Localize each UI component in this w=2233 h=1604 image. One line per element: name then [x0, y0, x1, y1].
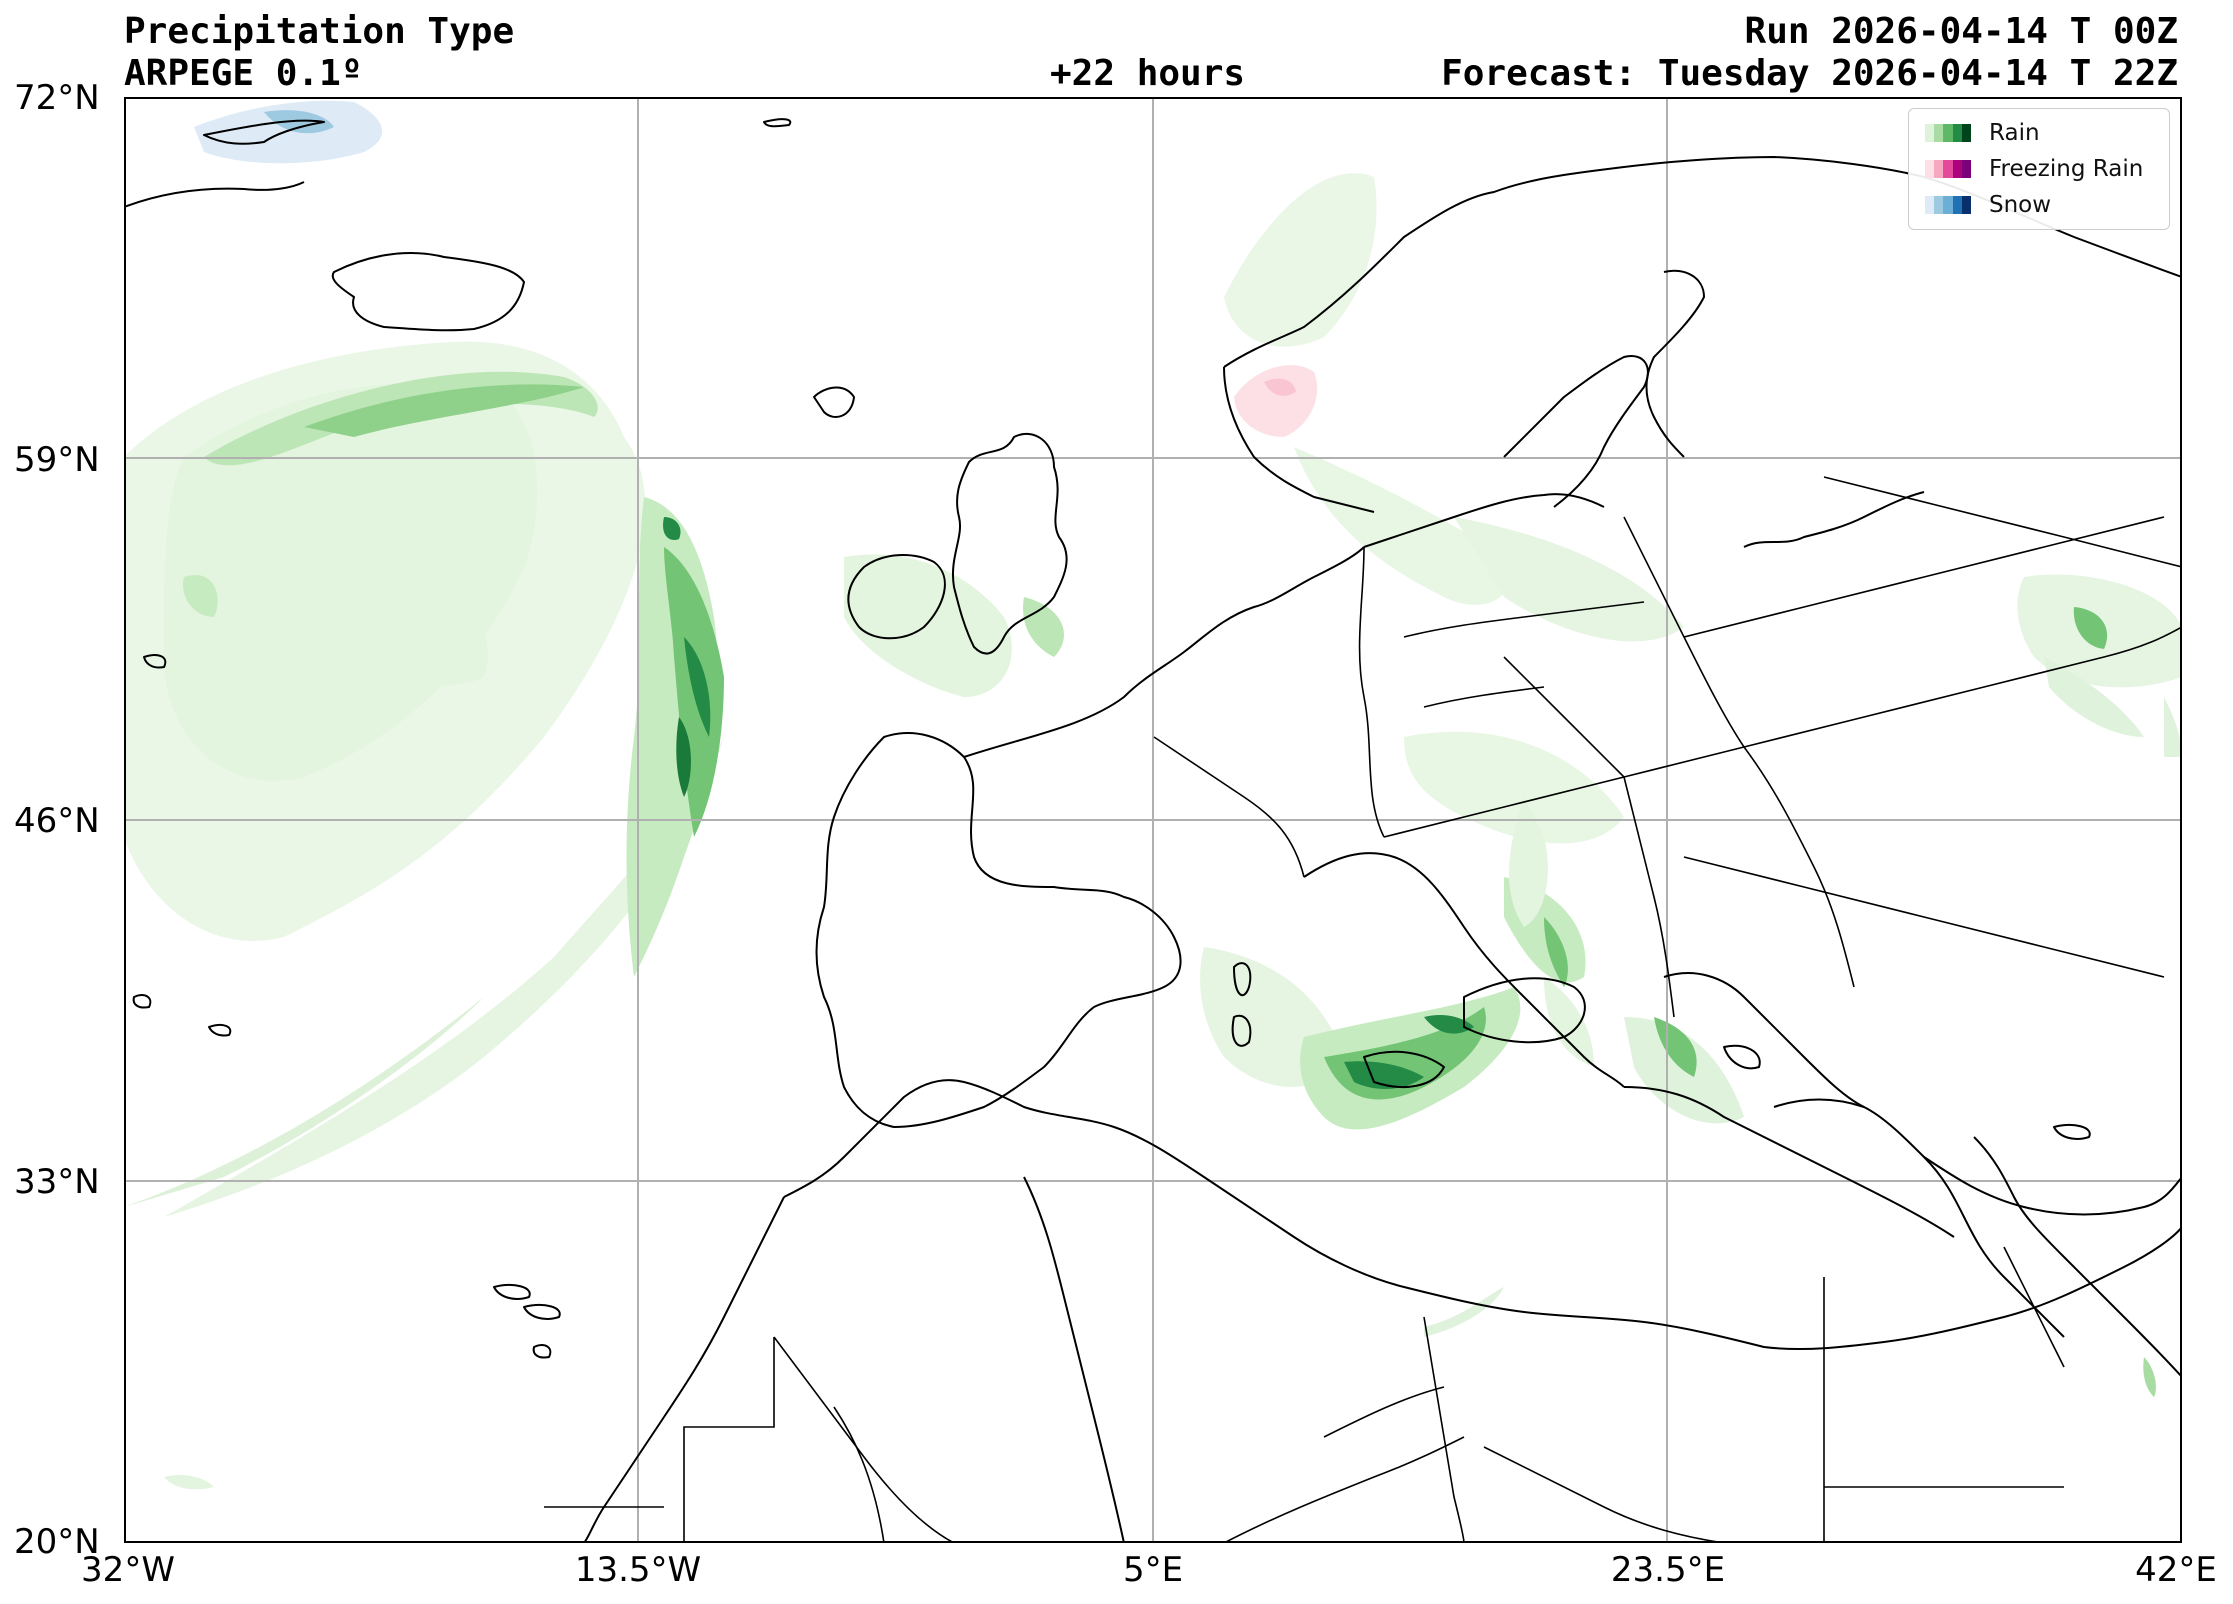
- run-time: Run 2026-04-14 T 00Z: [1744, 11, 2178, 52]
- country-borders: [544, 476, 2182, 1543]
- lon-label-32w: 32°W: [81, 1550, 175, 1590]
- map-frame: [124, 97, 2182, 1543]
- lat-label-72n: 72°N: [14, 78, 100, 118]
- freezing-rain-swatch: [1925, 160, 1972, 178]
- forecast-time: Forecast: Tuesday 2026-04-14 T 22Z: [1441, 53, 2178, 94]
- rain-field: [124, 173, 2182, 1490]
- lat-label-33n: 33°N: [14, 1162, 100, 1202]
- legend-rain: Rain: [1925, 120, 2040, 146]
- rain-swatch-step-2: [1943, 124, 1953, 142]
- snow-swatch: [1925, 196, 1972, 214]
- legend-freezing-rain-label: Freezing Rain: [1989, 156, 2144, 182]
- legend: Rain Freezing Rain Snow: [1908, 108, 2170, 230]
- legend-rain-label: Rain: [1989, 120, 2040, 146]
- lat-label-46n: 46°N: [14, 801, 100, 841]
- freezing-rain-swatch-step-4: [1961, 160, 1972, 178]
- snow-swatch-step-3: [1952, 196, 1962, 214]
- rain-swatch-step-0: [1925, 124, 1935, 142]
- freezing-rain-swatch-step-0: [1925, 160, 1935, 178]
- rain-swatch-step-1: [1934, 124, 1944, 142]
- snow-swatch-step-2: [1943, 196, 1953, 214]
- lon-label-5e: 5°E: [1122, 1550, 1184, 1590]
- map-title: Precipitation Type: [124, 11, 515, 52]
- legend-snow: Snow: [1925, 192, 2052, 218]
- precipitation-map: [124, 97, 2182, 1543]
- snow-swatch-step-4: [1961, 196, 1972, 214]
- lon-label-23-5e: 23.5°E: [1610, 1550, 1726, 1590]
- freezing-rain-swatch-step-3: [1952, 160, 1962, 178]
- legend-freezing-rain: Freezing Rain: [1925, 156, 2144, 182]
- snow-swatch-step-1: [1934, 196, 1944, 214]
- snow-swatch-step-0: [1925, 196, 1935, 214]
- gridlines: [124, 97, 2182, 1543]
- freezing-rain-field: [1234, 365, 1318, 437]
- coastlines: [124, 118, 2182, 1543]
- legend-snow-label: Snow: [1989, 192, 2052, 218]
- lat-label-59n: 59°N: [14, 440, 100, 480]
- lead-time: +22 hours: [1050, 53, 1246, 94]
- rain-swatch-step-3: [1952, 124, 1962, 142]
- model-name: ARPEGE 0.1º: [124, 53, 363, 94]
- freezing-rain-swatch-step-1: [1934, 160, 1944, 178]
- rain-swatch-step-4: [1961, 124, 1972, 142]
- rain-swatch: [1925, 124, 1972, 142]
- lon-label-42e: 42°E: [2135, 1550, 2217, 1590]
- freezing-rain-swatch-step-2: [1943, 160, 1953, 178]
- lon-label-13-5w: 13.5°W: [574, 1550, 702, 1590]
- lat-label-20n: 20°N: [14, 1522, 100, 1562]
